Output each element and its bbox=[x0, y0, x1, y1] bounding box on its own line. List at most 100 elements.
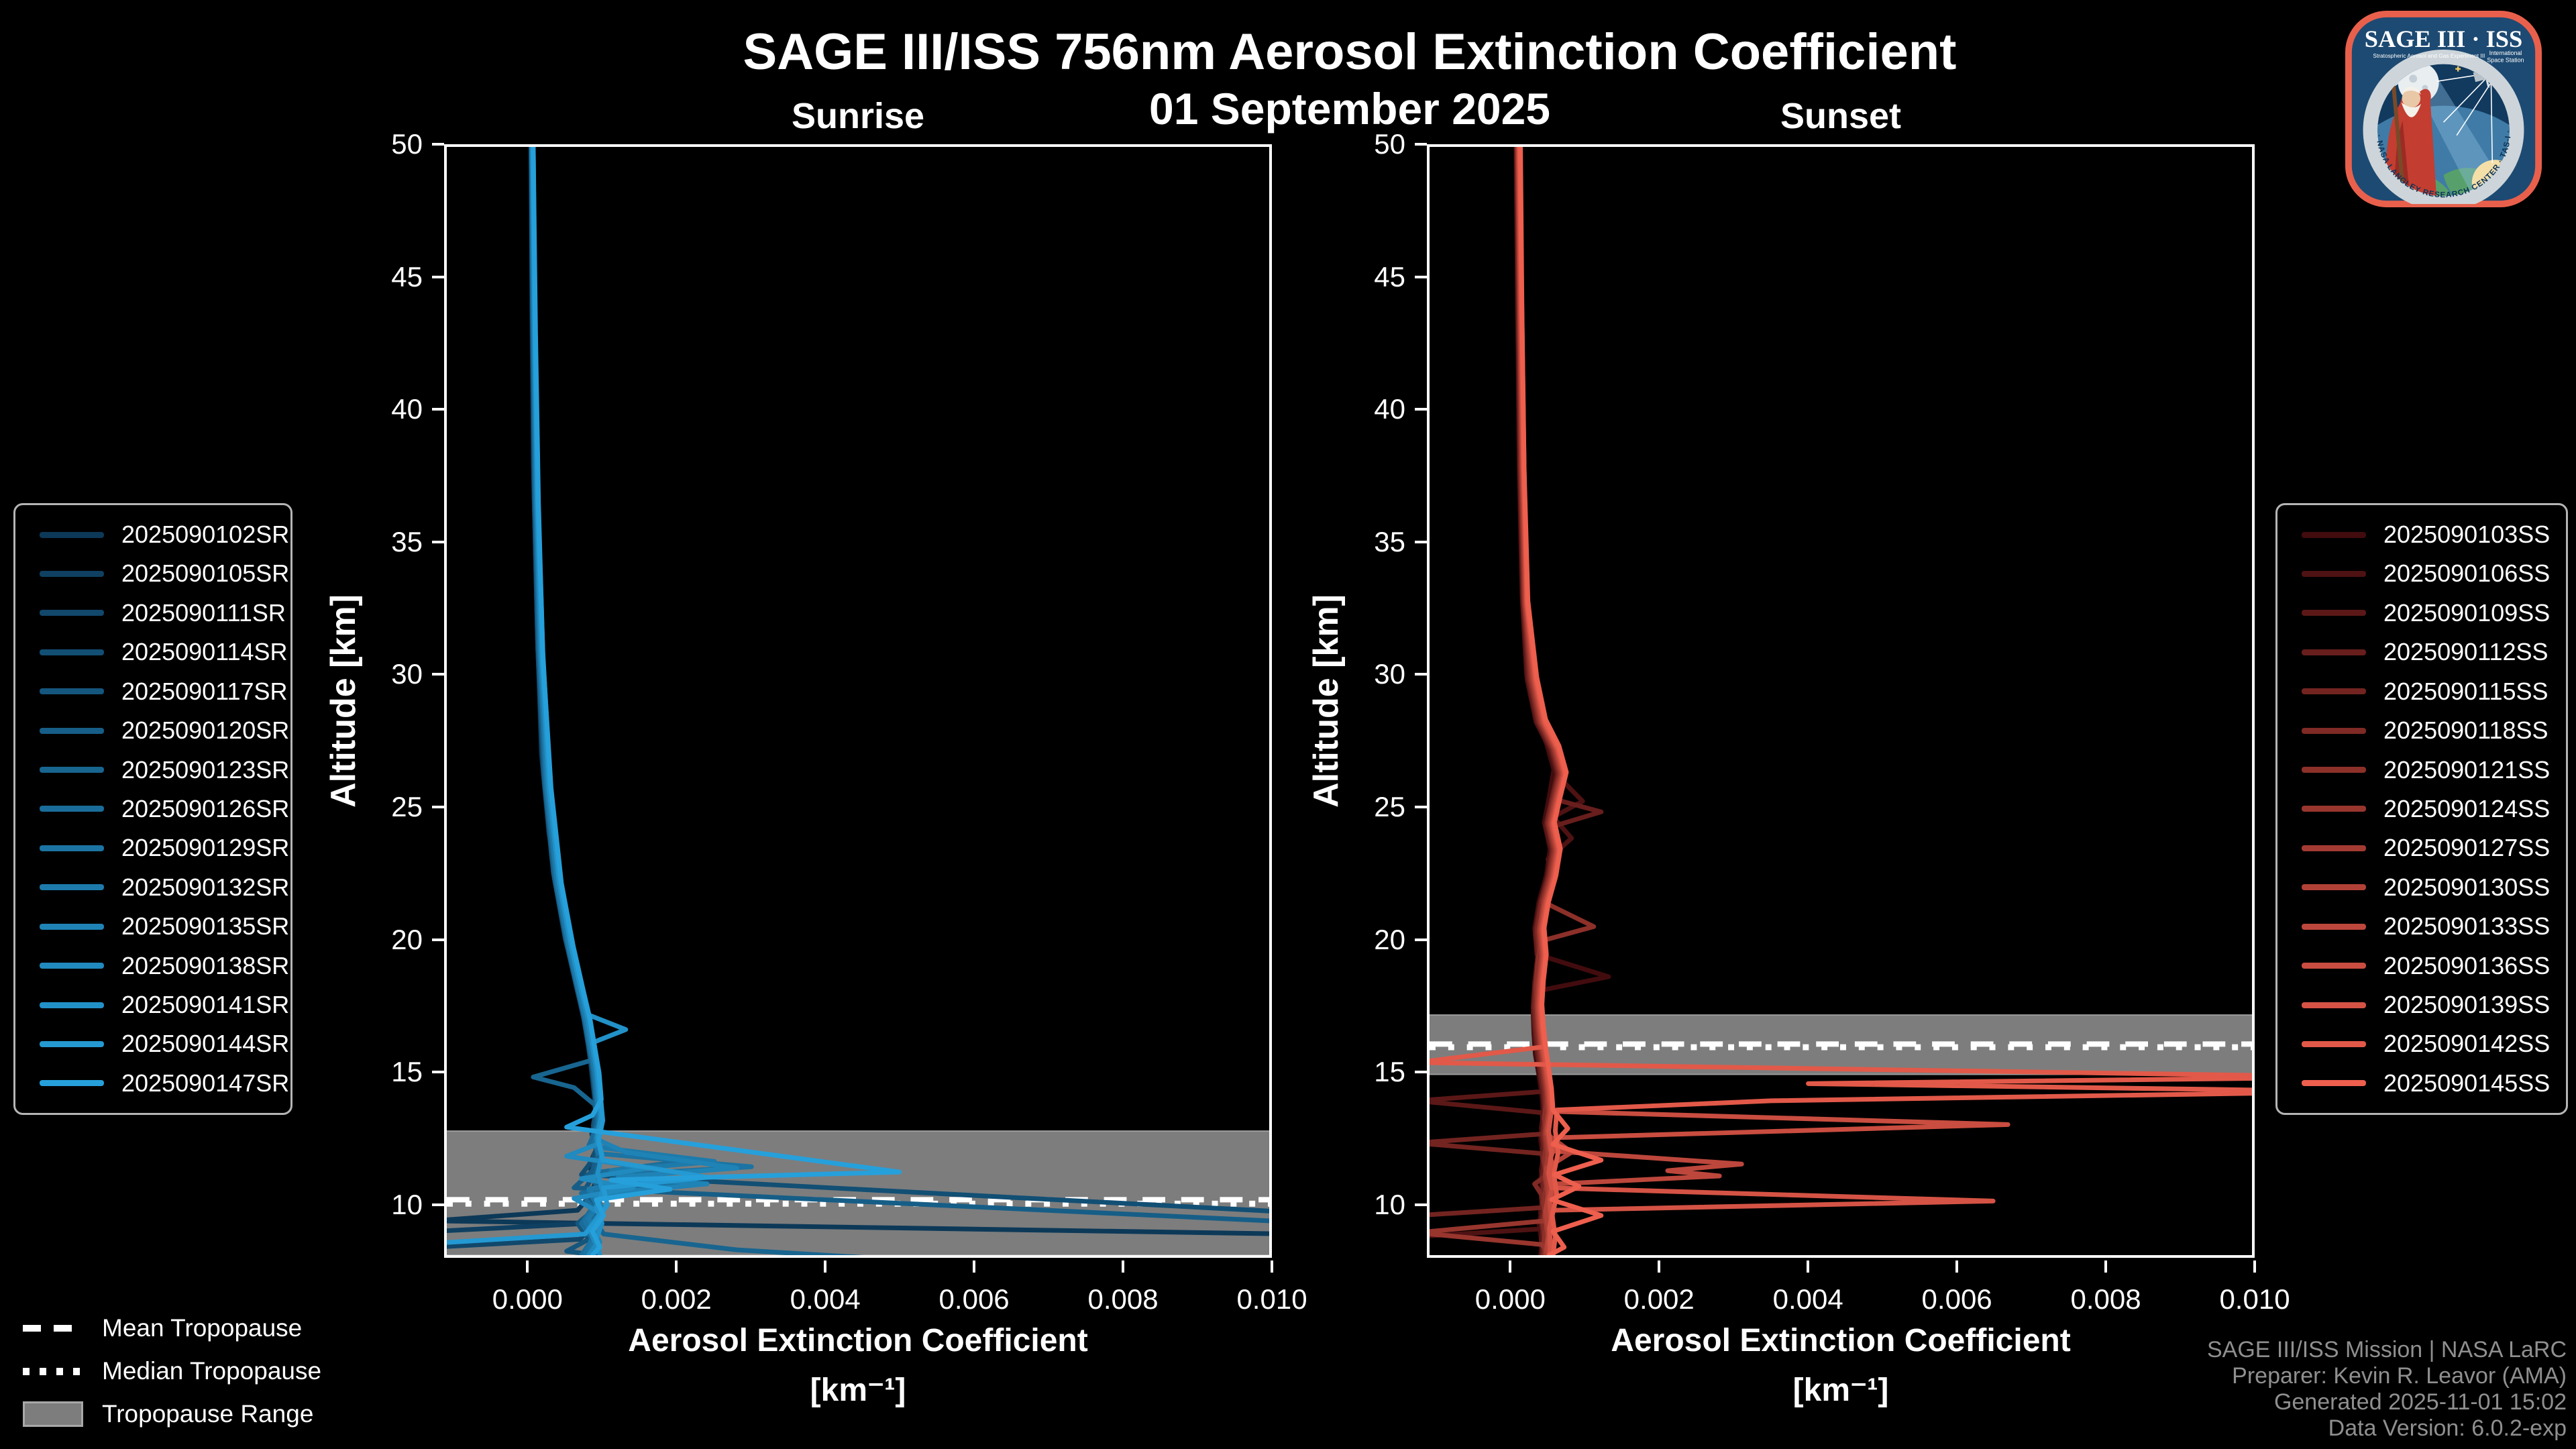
legend-line-sample-icon bbox=[2302, 1080, 2366, 1087]
y-tick bbox=[1415, 1071, 1427, 1074]
legend-line-sample-icon bbox=[40, 1040, 104, 1047]
legend-line-sample-icon bbox=[2302, 923, 2366, 930]
legend-line-sample-icon bbox=[2302, 845, 2366, 851]
legend-item-label: 2025090120SR bbox=[121, 716, 290, 745]
y-tick bbox=[432, 408, 444, 411]
x-tick-label: 0.008 bbox=[2070, 1283, 2141, 1315]
footer-mission-line: SAGE III/ISS Mission | NASA LaRC bbox=[2206, 1337, 2567, 1362]
legend-item-label: 2025090142SS bbox=[2383, 1030, 2551, 1058]
legend-line-sample-icon bbox=[2302, 727, 2366, 734]
legend-item: 2025090105SR bbox=[15, 555, 290, 592]
legend-line-sample-icon bbox=[40, 570, 104, 577]
legend-line-sample-icon bbox=[40, 688, 104, 695]
y-tick-label: 10 bbox=[1374, 1188, 1405, 1220]
y-tick bbox=[432, 673, 444, 676]
legend-line-sample-icon bbox=[40, 1080, 104, 1087]
y-tick-label: 35 bbox=[391, 525, 423, 557]
sunset-x-axis-ticks: 0.000 0.002 0.004 0.006 0.008 0.010 bbox=[1427, 1260, 2290, 1341]
profile-line-2025090138SR bbox=[530, 147, 651, 1255]
legend-line-sample-icon bbox=[40, 963, 104, 969]
date-subtitle: 01 September 2025 bbox=[1148, 84, 1551, 133]
sunrise-chart bbox=[447, 147, 1269, 1255]
profile-line-2025090144SR bbox=[447, 147, 710, 1245]
y-tick bbox=[432, 1203, 444, 1206]
legend-item: 2025090121SS bbox=[2277, 751, 2566, 789]
sunset-events-legend: 2025090103SS 2025090106SS 2025090109SS 2025… bbox=[2275, 503, 2568, 1115]
profile-line-2025090129SR bbox=[529, 147, 754, 1255]
y-tick bbox=[432, 806, 444, 809]
legend-item-label: 2025090105SR bbox=[121, 559, 290, 588]
x-tick bbox=[675, 1260, 678, 1273]
legend-item-label: 2025090117SR bbox=[121, 677, 288, 705]
legend-item-mean-tropopause: Mean Tropopause bbox=[23, 1307, 321, 1350]
y-tick-label: 15 bbox=[1374, 1056, 1405, 1088]
legend-item-label: 2025090144SR bbox=[121, 1030, 290, 1058]
legend-item-label: 2025090106SS bbox=[2383, 559, 2551, 588]
legend-item-label: 2025090124SS bbox=[2383, 794, 2551, 822]
sunrise-y-axis-ticks: 50 45 40 35 30 25 20 15 10 bbox=[356, 128, 444, 1258]
footer-version-line: Data Version: 6.0.2-exp bbox=[2328, 1415, 2567, 1441]
y-tick-label: 15 bbox=[391, 1056, 423, 1088]
patch-subtitle-left: Stratospheric Aerosol and Gas Experiment… bbox=[2373, 52, 2485, 59]
x-tick bbox=[2253, 1260, 2256, 1273]
legend-item: 2025090123SR bbox=[15, 751, 290, 789]
legend-line-sample-icon bbox=[40, 531, 104, 538]
legend-item-label: 2025090132SR bbox=[121, 873, 290, 901]
patch-title: SAGE III · ISS bbox=[2365, 25, 2523, 52]
legend-line-sample-icon bbox=[40, 727, 104, 734]
y-tick-label: 50 bbox=[1374, 128, 1405, 160]
y-tick-label: 50 bbox=[391, 128, 423, 160]
patch-subtitle-right1: International bbox=[2489, 50, 2522, 56]
legend-item: 2025090109SS bbox=[2277, 594, 2566, 632]
x-axis-label-line1: Aerosol Extinction Coefficient bbox=[1611, 1323, 2071, 1358]
legend-item: 2025090124SS bbox=[2277, 790, 2566, 828]
y-tick bbox=[432, 938, 444, 941]
legend-item: 2025090129SR bbox=[15, 829, 290, 867]
sunrise-plot-area bbox=[444, 144, 1272, 1258]
legend-line-sample-icon bbox=[40, 767, 104, 773]
legend-item: 2025090126SR bbox=[15, 790, 290, 828]
x-axis-label-line1: Aerosol Extinction Coefficient bbox=[628, 1323, 1088, 1358]
legend-item: 2025090144SR bbox=[15, 1025, 290, 1063]
legend-item-label: 2025090112SS bbox=[2383, 638, 2548, 666]
x-tick-label: 0.010 bbox=[1236, 1283, 1307, 1315]
tropopause-legend: Mean Tropopause Median Tropopause Tropop… bbox=[23, 1307, 321, 1436]
gray-patch-sample-icon bbox=[23, 1401, 83, 1427]
y-tick-label: 40 bbox=[1374, 393, 1405, 425]
legend-item-label: 2025090127SS bbox=[2383, 834, 2551, 862]
x-tick-label: 0.006 bbox=[1921, 1283, 1992, 1315]
legend-item: 2025090132SR bbox=[15, 869, 290, 906]
y-tick-label: 35 bbox=[1374, 525, 1405, 557]
legend-item-label: 2025090147SR bbox=[121, 1069, 290, 1097]
legend-line-sample-icon bbox=[2302, 570, 2366, 577]
legend-item: 2025090117SR bbox=[15, 673, 290, 710]
x-tick-label: 0.004 bbox=[1772, 1283, 1843, 1315]
x-tick bbox=[1122, 1260, 1125, 1273]
sunset-y-axis-ticks: 50 45 40 35 30 25 20 15 10 bbox=[1338, 128, 1427, 1258]
legend-item: 2025090133SS bbox=[2277, 908, 2566, 945]
legend-item: 2025090136SS bbox=[2277, 947, 2566, 985]
y-tick bbox=[432, 275, 444, 278]
x-tick-label: 0.004 bbox=[790, 1283, 861, 1315]
legend-item-label: 2025090136SS bbox=[2383, 951, 2551, 979]
y-tick bbox=[432, 1071, 444, 1074]
y-tick bbox=[1415, 938, 1427, 941]
legend-item-label: 2025090126SR bbox=[121, 794, 290, 822]
legend-item: 2025090102SR bbox=[15, 516, 290, 553]
legend-item: 2025090141SR bbox=[15, 986, 290, 1024]
legend-item: 2025090111SR bbox=[15, 594, 290, 632]
profile-line-2025090132SR bbox=[530, 147, 717, 1255]
legend-line-sample-icon bbox=[2302, 1040, 2366, 1047]
profile-line-2025090126SR bbox=[529, 147, 695, 1255]
x-axis-label-unit: [km⁻¹] bbox=[1792, 1373, 1889, 1408]
footer-generated-line: Generated 2025-11-01 15:02 bbox=[2273, 1389, 2567, 1415]
legend-line-sample-icon bbox=[40, 1002, 104, 1008]
legend-item: 2025090118SS bbox=[2277, 712, 2566, 749]
profile-line-2025090147SR bbox=[531, 147, 902, 1255]
y-tick bbox=[1415, 673, 1427, 676]
legend-item: 2025090127SS bbox=[2277, 829, 2566, 867]
page-title: SAGE III/ISS 756nm Aerosol Extinction Co… bbox=[743, 23, 1957, 80]
legend-line-sample-icon bbox=[2302, 884, 2366, 891]
y-tick bbox=[1415, 275, 1427, 278]
